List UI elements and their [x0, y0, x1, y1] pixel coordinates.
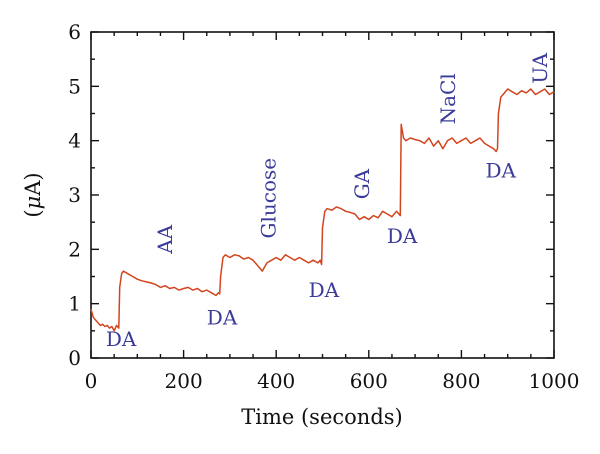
y-tick-label: 5 — [68, 74, 81, 98]
annotation-label: UA — [528, 52, 552, 83]
annotations: DA AA DA Glucose DA GA DA NaCl DA UA — [106, 52, 552, 351]
y-axis-title-suffix: A) — [21, 172, 45, 196]
annotation-label: DA — [387, 224, 418, 248]
y-tick-label: 0 — [68, 346, 81, 370]
plot-frame — [90, 31, 555, 359]
annotation-label: DA — [486, 159, 517, 183]
y-axis-title-symbol: μ — [21, 196, 45, 210]
x-tick-label: 200 — [165, 369, 203, 393]
y-tick-label: 1 — [68, 292, 81, 316]
y-tick-label: 3 — [68, 183, 81, 207]
x-axis-title: Time (seconds) — [241, 405, 402, 429]
annotation-label: Glucose — [256, 158, 280, 239]
annotation-label: DA — [106, 327, 137, 351]
y-axis-title: (μA) — [21, 172, 45, 217]
axis-ticks — [90, 31, 555, 359]
x-tick-label: 600 — [350, 369, 388, 393]
x-tick-label: 0 — [85, 369, 98, 393]
x-tick-label: 800 — [442, 369, 480, 393]
y-tick-label: 6 — [68, 20, 81, 44]
series-line — [90, 88, 555, 332]
annotation-label: GA — [350, 168, 374, 199]
x-tick-label: 1000 — [529, 369, 580, 393]
y-tick-label: 2 — [68, 237, 81, 261]
annotation-label: AA — [153, 224, 177, 254]
x-tick-label: 400 — [257, 369, 295, 393]
axis-tick-labels: 0 200 400 600 800 1000 0 1 2 3 4 5 6 — [68, 20, 579, 393]
annotation-label: DA — [309, 278, 340, 302]
annotation-label: NaCl — [436, 73, 460, 124]
annotation-label: DA — [207, 305, 238, 329]
y-axis-title-prefix: ( — [21, 209, 45, 217]
y-tick-label: 4 — [68, 129, 81, 153]
